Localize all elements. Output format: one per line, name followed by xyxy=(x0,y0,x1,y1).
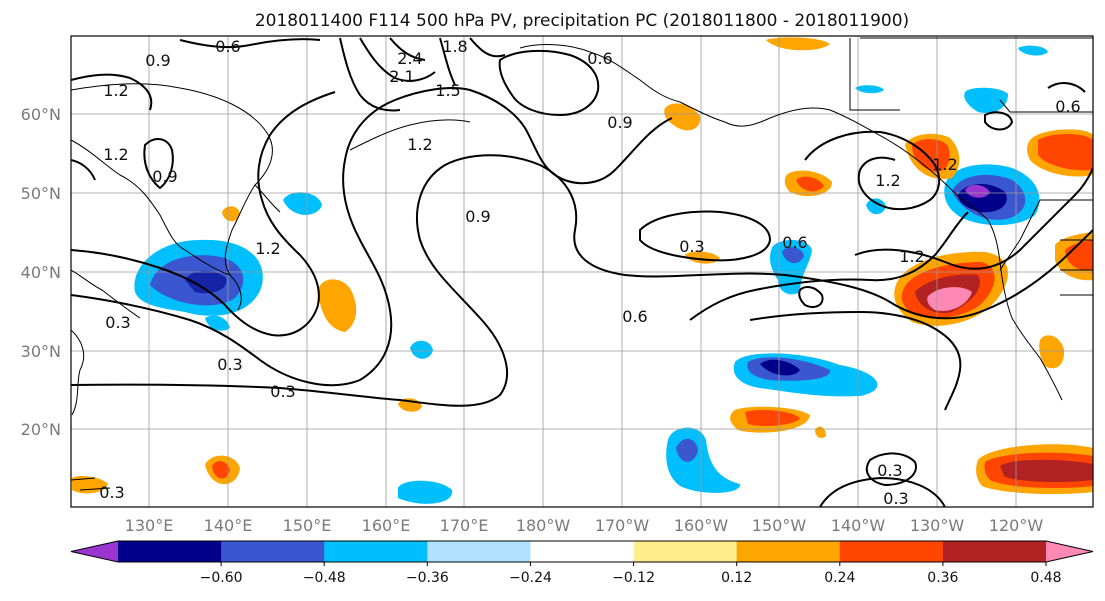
colorbar-tick-label: −0.36 xyxy=(406,570,449,586)
contour-label: 0.6 xyxy=(215,37,240,56)
precip-shading xyxy=(72,37,1093,504)
lon-label: 150°E xyxy=(283,516,332,535)
contour-label: 1.8 xyxy=(442,37,467,56)
latitude-labels: 60°N 50°N 40°N 30°N 20°N xyxy=(21,105,61,439)
colorbar-tick-label: −0.48 xyxy=(303,570,346,586)
lon-label: 170°W xyxy=(595,516,650,535)
lat-label: 20°N xyxy=(21,420,61,439)
contour-label: 2.1 xyxy=(389,67,414,86)
contour-label: 0.3 xyxy=(883,489,908,508)
map-area: 0.6 0.9 1.2 2.4 2.1 1.8 1.5 1.2 0.6 0.9 … xyxy=(71,36,1093,508)
contour-label: 2.4 xyxy=(397,49,422,68)
colorbar-swatch xyxy=(530,541,635,562)
contour-label: 0.6 xyxy=(1055,97,1080,116)
contour-label: 0.6 xyxy=(587,49,612,68)
coastlines xyxy=(71,37,1093,491)
lon-label: 160°E xyxy=(362,516,411,535)
contour-label: 0.3 xyxy=(877,461,902,480)
map-title: 2018011400 F114 500 hPa PV, precipitatio… xyxy=(255,11,909,31)
contour-label: 0.9 xyxy=(607,113,632,132)
lon-label: 170°E xyxy=(440,516,489,535)
colorbar-tick-label: −0.12 xyxy=(612,570,655,586)
lon-label: 140°E xyxy=(204,516,253,535)
contour-label-group: 0.6 0.9 1.2 2.4 2.1 1.8 1.5 1.2 0.6 0.9 … xyxy=(99,37,1080,508)
map-frame xyxy=(70,35,1094,508)
contour-label: 1.2 xyxy=(103,145,128,164)
colorbar-tick-label: 0.36 xyxy=(927,570,958,586)
lat-label: 60°N xyxy=(21,105,61,124)
lat-label: 30°N xyxy=(21,342,61,361)
lon-label: 130°E xyxy=(125,516,174,535)
contour-label: 0.9 xyxy=(145,51,170,70)
contour-label: 1.2 xyxy=(103,81,128,100)
colorbar-swatch xyxy=(221,541,325,562)
lon-label: 150°W xyxy=(752,516,807,535)
contour-label: 0.6 xyxy=(622,307,647,326)
colorbar-swatch xyxy=(736,541,841,562)
colorbar: −0.60 −0.48 −0.36 −0.24 −0.12 0.12 0.24 0.36 0.4… xyxy=(70,540,1094,586)
contour-label: 1.2 xyxy=(255,239,280,258)
contour-label: 0.3 xyxy=(270,382,295,401)
colorbar-swatch xyxy=(427,541,531,562)
contour-label: 0.3 xyxy=(105,313,130,332)
lon-label: 140°W xyxy=(831,516,886,535)
contour-label: 0.6 xyxy=(782,233,807,252)
colorbar-extend-low xyxy=(71,541,118,562)
contour-label: 1.5 xyxy=(435,81,460,100)
colorbar-tick-label: −0.24 xyxy=(509,570,552,586)
contour-label: 0.3 xyxy=(217,355,242,374)
pv-contours xyxy=(71,37,1093,507)
colorbar-tick-label: 0.24 xyxy=(824,570,855,586)
colorbar-swatch xyxy=(633,541,738,562)
colorbar-extend-high xyxy=(1046,541,1093,562)
graticule xyxy=(71,36,1093,507)
lat-label: 50°N xyxy=(21,184,61,203)
longitude-labels: 130°E 140°E 150°E 160°E 170°E 180°W 170°… xyxy=(125,516,1044,535)
colorbar-swatch xyxy=(942,541,1047,562)
contour-label: 0.3 xyxy=(679,237,704,256)
colorbar-outline xyxy=(70,540,1094,563)
lon-label: 120°W xyxy=(989,516,1044,535)
contour-label: 1.2 xyxy=(875,171,900,190)
contour-label: 1.2 xyxy=(407,135,432,154)
lon-label: 180°W xyxy=(516,516,571,535)
colorbar-swatch xyxy=(118,541,222,562)
contour-label: 0.9 xyxy=(152,167,177,186)
lon-label: 160°W xyxy=(674,516,729,535)
lat-label: 40°N xyxy=(21,263,61,282)
contour-label: 0.3 xyxy=(99,483,124,502)
lon-label: 130°W xyxy=(910,516,965,535)
colorbar-tick-label: 0.48 xyxy=(1030,570,1061,586)
colorbar-tick-label: −0.60 xyxy=(200,570,243,586)
colorbar-tick-label: 0.12 xyxy=(721,570,752,586)
colorbar-swatch xyxy=(839,541,944,562)
contour-label: 1.2 xyxy=(932,155,957,174)
contour-label: 0.9 xyxy=(465,207,490,226)
colorbar-swatch xyxy=(324,541,428,562)
contour-label: 1.2 xyxy=(899,247,924,266)
